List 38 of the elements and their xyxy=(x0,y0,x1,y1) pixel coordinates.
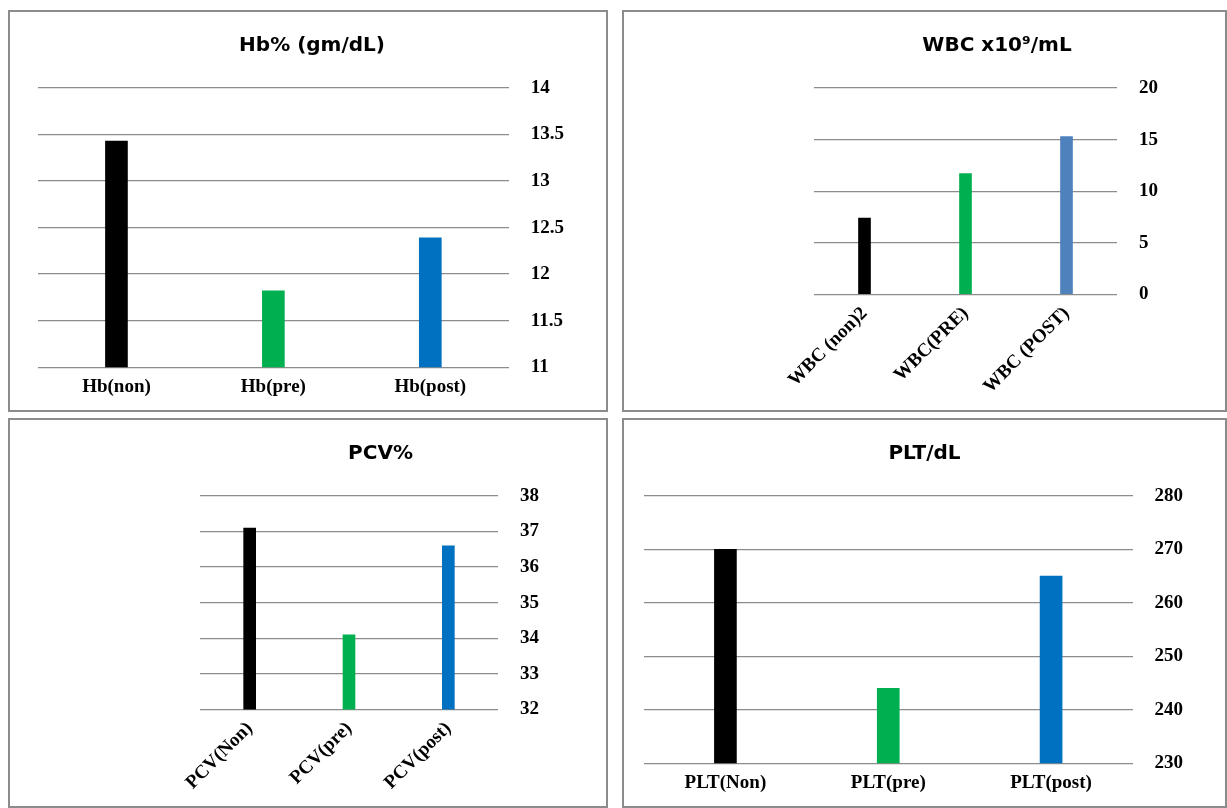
chart-title: WBC x10⁹/mL xyxy=(922,32,1072,57)
y-tick-label: 12 xyxy=(530,262,550,284)
y-tick-label: 38 xyxy=(520,483,539,505)
y-tick-label: 33 xyxy=(520,661,539,683)
bar xyxy=(959,173,972,295)
y-tick-label: 270 xyxy=(1154,537,1183,559)
x-tick-label: Hb(post) xyxy=(394,374,467,397)
y-tick-label: 230 xyxy=(1154,751,1183,773)
y-tick-label: 34 xyxy=(520,626,540,648)
y-tick-label: 37 xyxy=(520,519,540,541)
chart-title: PCV% xyxy=(348,440,413,465)
y-tick-label: 280 xyxy=(1154,483,1183,505)
y-tick-label: 14 xyxy=(530,75,551,97)
y-tick-label: 36 xyxy=(520,555,539,577)
y-tick-label: 250 xyxy=(1154,644,1183,666)
x-tick-label: PLT(Non) xyxy=(684,770,767,793)
bar xyxy=(858,217,871,295)
chart-title: Hb% (gm/dL) xyxy=(239,32,385,57)
y-tick-label: 35 xyxy=(520,590,539,612)
y-tick-label: 20 xyxy=(1139,75,1158,97)
y-tick-label: 13.5 xyxy=(530,122,564,144)
chart-title: PLT/dL xyxy=(888,440,961,465)
bar xyxy=(1060,136,1073,295)
y-tick-label: 12.5 xyxy=(530,215,564,237)
x-tick-label: PLT(pre) xyxy=(850,770,926,793)
y-tick-label: 5 xyxy=(1139,230,1149,252)
y-tick-label: 260 xyxy=(1154,590,1183,612)
y-tick-label: 11.5 xyxy=(530,308,563,330)
y-tick-label: 0 xyxy=(1139,282,1149,304)
y-tick-label: 11 xyxy=(530,355,549,377)
x-tick-label: Hb(non) xyxy=(82,374,151,397)
y-tick-label: 240 xyxy=(1154,697,1183,719)
x-tick-label: PLT(post) xyxy=(1010,770,1092,793)
x-tick-label: Hb(pre) xyxy=(240,374,306,397)
y-tick-label: 32 xyxy=(520,697,539,719)
y-tick-label: 13 xyxy=(530,168,550,190)
y-tick-label: 10 xyxy=(1139,179,1158,201)
y-tick-label: 15 xyxy=(1139,127,1158,149)
